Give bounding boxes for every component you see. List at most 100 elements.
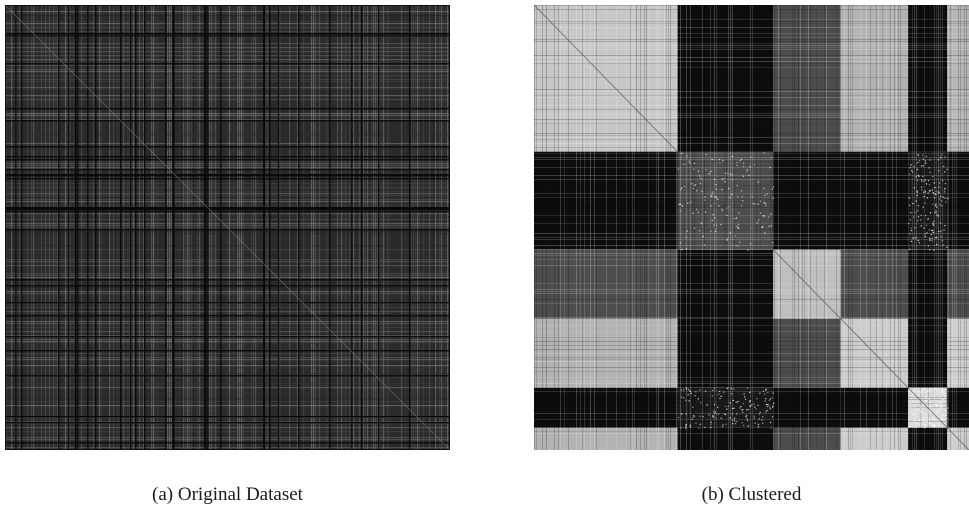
heatmap-texture-column [896,5,897,450]
heatmap-speckle [754,203,756,205]
heatmap-speckle [924,423,926,426]
heatmap-speckle [925,155,927,157]
heatmap-speckle [697,170,700,172]
heatmap-texture-row [534,421,969,422]
heatmap-speckle [737,227,739,229]
heatmap-texture-column [582,5,583,450]
heatmap-speckle [940,387,943,390]
heatmap-speckle [934,237,937,239]
heatmap-speckle [929,239,931,242]
heatmap-dark-row [5,315,450,317]
heatmap-texture-column [916,5,917,450]
heatmap-texture-row [534,115,969,116]
heatmap-texture-row [534,119,969,120]
heatmap-texture-column [804,5,805,450]
heatmap-texture-column [730,5,731,450]
heatmap-speckle [927,179,930,182]
heatmap-speckle [928,409,930,411]
heatmap-speckle [691,418,693,421]
heatmap-speckle [703,244,706,246]
heatmap-speckle [929,421,931,423]
heatmap-texture-row [534,123,969,124]
heatmap-dark-column [15,5,17,450]
heatmap-dark-row [5,169,450,171]
heatmap-texture-column [594,5,595,450]
heatmap-texture-row [534,49,969,50]
heatmap-speckle [757,181,759,183]
heatmap-speckle [924,235,926,238]
heatmap-speckle [933,224,935,226]
heatmap-speckle [935,211,938,213]
heatmap-dark-column [87,5,89,450]
heatmap-texture-column [938,5,939,450]
heatmap-speckle [920,179,923,181]
heatmap-speckle [685,248,688,250]
heatmap-texture-row [534,159,969,160]
heatmap-speckle [909,388,912,390]
heatmap-speckle [694,394,696,397]
heatmap-speckle [909,233,911,235]
heatmap-speckle [934,212,936,214]
heatmap-speckle [908,173,911,175]
heatmap-row-line [5,143,450,145]
heatmap-speckle [743,396,746,398]
heatmap-speckle [723,413,726,415]
heatmap-clustered-plot [534,5,969,450]
heatmap-speckle [939,222,942,224]
heatmap-speckle [772,241,774,244]
heatmap-speckle [746,419,749,422]
heatmap-speckle [929,249,931,251]
heatmap-speckle [692,417,694,419]
heatmap-speckle [937,230,940,233]
heatmap-texture-column [778,5,779,450]
heatmap-speckle [754,406,756,408]
heatmap-speckle [749,391,751,393]
heatmap-speckle [940,154,942,156]
heatmap-speckle [933,419,935,421]
heatmap-texture-column [584,5,585,450]
heatmap-row-line [5,307,450,309]
heatmap-speckle [746,418,748,420]
heatmap-speckle [946,417,948,419]
heatmap-texture-row [534,383,969,384]
heatmap-speckle [742,162,745,164]
heatmap-speckle [944,396,946,398]
heatmap-row-line [5,115,450,117]
heatmap-row-line [5,191,450,193]
heatmap-speckle [920,219,922,221]
heatmap-speckle [692,406,694,409]
heatmap-speckle [680,389,683,391]
heatmap-block [773,387,841,428]
heatmap-row-line [5,189,450,191]
heatmap-texture-column [734,5,735,450]
heatmap-speckle [735,225,737,227]
heatmap-texture-column [912,5,913,450]
heatmap-speckle [743,393,745,395]
heatmap-texture-row [534,391,969,392]
heatmap-speckle [932,231,935,233]
heatmap-speckle [913,397,915,399]
heatmap-row-line [5,265,450,267]
heatmap-speckle [941,205,943,207]
heatmap-row-line [5,331,450,333]
heatmap-speckle [946,168,948,170]
heatmap-speckle [713,217,716,219]
heatmap-dark-row [5,416,450,418]
heatmap-dark-row [5,211,450,213]
heatmap-speckle [684,185,686,187]
heatmap-row-line [5,61,450,63]
heatmap-speckle [928,167,930,169]
heatmap-speckle [742,402,744,405]
heatmap-texture-row [534,67,969,68]
heatmap-speckle [936,405,939,407]
heatmap-texture-column [646,5,647,450]
heatmap-speckle [926,417,929,419]
heatmap-speckle [736,164,738,167]
heatmap-speckle [918,394,920,396]
heatmap-speckle [926,232,928,234]
heatmap-speckle [732,399,734,402]
heatmap-texture-row [534,367,969,368]
heatmap-speckle [733,388,735,390]
heatmap-speckle [710,423,712,425]
heatmap-speckle [677,416,680,419]
